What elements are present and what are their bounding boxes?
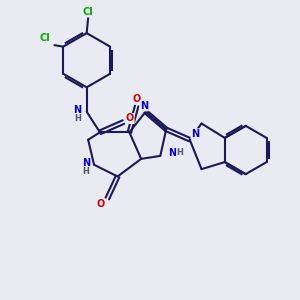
Text: O: O <box>97 199 105 209</box>
Text: N: N <box>73 105 81 115</box>
Text: O: O <box>126 113 134 124</box>
Text: N: N <box>82 158 90 168</box>
Text: H: H <box>177 148 184 158</box>
Text: H: H <box>74 114 81 123</box>
Text: H: H <box>82 167 89 176</box>
Text: N: N <box>191 129 199 139</box>
Text: N: N <box>140 101 148 111</box>
Text: Cl: Cl <box>39 33 50 43</box>
Text: Cl: Cl <box>83 7 94 17</box>
Text: N: N <box>168 148 176 158</box>
Text: O: O <box>133 94 141 104</box>
